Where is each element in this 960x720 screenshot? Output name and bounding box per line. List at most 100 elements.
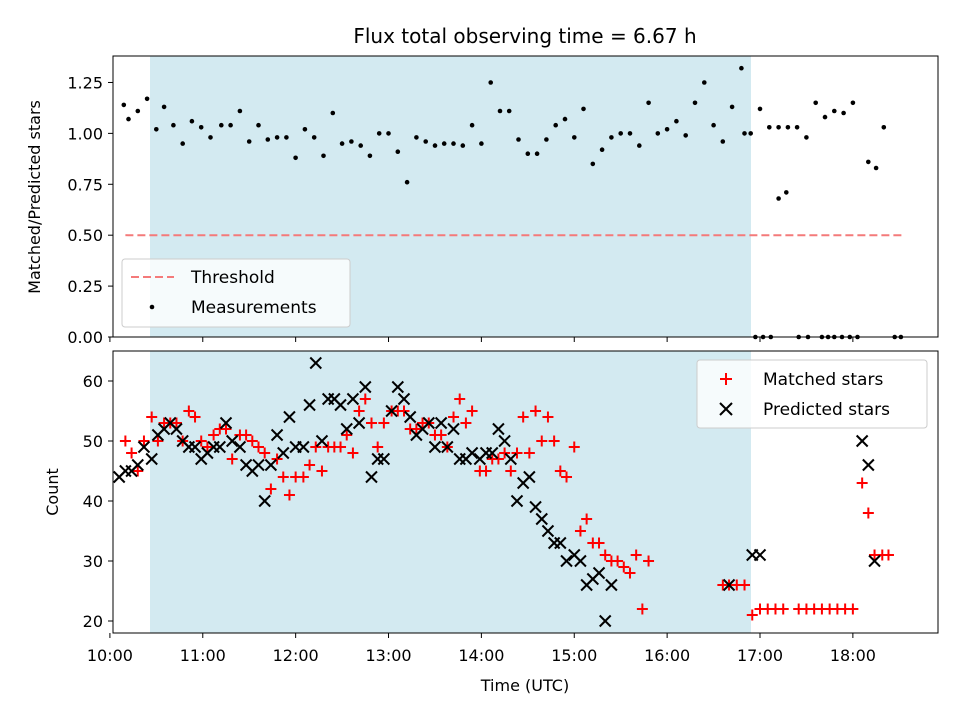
matched-point xyxy=(398,405,410,417)
predicted-point xyxy=(403,410,417,424)
measurement-point xyxy=(386,131,391,136)
legend-threshold-label: Threshold xyxy=(190,268,275,288)
measurement-point xyxy=(376,131,382,136)
measurement-point xyxy=(180,141,185,146)
measurement-point xyxy=(293,155,298,161)
matched-point xyxy=(542,411,554,423)
measurement-point xyxy=(627,131,633,136)
measurement-point xyxy=(739,65,744,71)
matched-point xyxy=(240,429,252,441)
measurement-point xyxy=(228,122,233,128)
measurement-point xyxy=(414,135,419,140)
measurement-point xyxy=(832,108,837,114)
top-panel: 0.00 0.25 0.50 0.75 1.00 1.25 Flux total obse… xyxy=(25,24,939,347)
measurement-point xyxy=(873,165,879,171)
measurement-point xyxy=(423,139,429,144)
matched-point xyxy=(220,423,232,435)
bottom-x-tick-label: 11:00 xyxy=(180,646,226,665)
bottom-x-axis-label: Time (UTC) xyxy=(480,676,569,695)
measurement-point xyxy=(784,190,789,195)
legend-matched-swatch xyxy=(720,373,732,385)
measurement-point xyxy=(720,139,726,144)
predicted-point xyxy=(145,452,158,466)
measurement-point xyxy=(358,143,364,148)
matched-point xyxy=(132,465,144,477)
predicted-point xyxy=(277,446,290,460)
predicted-point xyxy=(722,578,736,592)
measurement-point xyxy=(161,104,167,110)
measurement-point xyxy=(544,137,549,142)
matched-point xyxy=(126,447,138,459)
predicted-point xyxy=(188,440,202,454)
predicted-point xyxy=(170,422,183,436)
matched-point xyxy=(201,441,213,453)
matched-point xyxy=(310,441,322,453)
measurement-point xyxy=(599,147,605,152)
predicted-point xyxy=(560,554,573,568)
matched-point xyxy=(554,465,566,477)
bottom-y-tick-label: 50 xyxy=(83,432,103,451)
predicted-point xyxy=(492,422,505,436)
bottom-y-axis-label: Count xyxy=(43,468,62,516)
matched-point xyxy=(183,405,195,417)
matched-point xyxy=(548,435,560,447)
measurement-point xyxy=(646,100,651,106)
chart-title: Flux total observing time = 6.67 h xyxy=(353,24,696,48)
predicted-point xyxy=(334,398,347,412)
measurement-point xyxy=(590,161,596,167)
predicted-point xyxy=(303,398,316,412)
top-y-axis-label: Matched/Predicted stars xyxy=(25,100,44,294)
matched-point xyxy=(505,465,517,477)
matched-point xyxy=(353,405,365,417)
matched-point xyxy=(138,435,150,447)
top-legend-box xyxy=(121,258,351,328)
matched-point xyxy=(435,429,447,441)
matched-point xyxy=(746,609,758,621)
predicted-point xyxy=(498,434,511,448)
matched-point xyxy=(265,483,277,495)
matched-point xyxy=(536,435,548,447)
legend-predicted-label: Predicted stars xyxy=(763,400,890,420)
measurement-point xyxy=(451,141,456,146)
measurement-point xyxy=(804,135,809,140)
measurement-point xyxy=(404,179,410,185)
measurement-point xyxy=(321,153,326,159)
measurement-point xyxy=(525,151,531,156)
predicted-point xyxy=(753,548,767,562)
bottom-x-tick-label: 12:00 xyxy=(273,646,319,665)
measurement-point xyxy=(776,196,781,201)
measurement-point xyxy=(302,127,308,132)
bottom-y-tick-label: 40 xyxy=(83,492,103,511)
measurement-point xyxy=(850,100,856,106)
measurement-point xyxy=(349,139,354,144)
predicted-point xyxy=(297,440,310,454)
measurement-point xyxy=(219,122,224,128)
measurement-point xyxy=(339,141,345,146)
matched-point xyxy=(170,417,182,429)
matched-point xyxy=(574,525,586,537)
matched-point xyxy=(523,447,535,459)
measurement-point xyxy=(534,151,540,156)
predicted-point xyxy=(309,356,322,370)
matched-point xyxy=(119,435,131,447)
predicted-point xyxy=(385,404,398,418)
matched-point xyxy=(316,465,328,477)
bottom-y-tick-label: 30 xyxy=(83,552,103,571)
predicted-point xyxy=(486,446,499,460)
measurement-points xyxy=(121,65,904,340)
matched-point xyxy=(359,393,371,405)
matched-point xyxy=(372,441,384,453)
measurement-point xyxy=(154,127,159,132)
predicted-point xyxy=(315,434,329,448)
predicted-point xyxy=(352,416,366,430)
matched-point xyxy=(480,465,492,477)
matched-point xyxy=(335,441,347,453)
matched-point xyxy=(448,411,460,423)
matched-point xyxy=(618,561,630,573)
predicted-point xyxy=(264,458,278,472)
measurement-point xyxy=(767,125,772,130)
predicted-point xyxy=(862,458,875,472)
predicted-point xyxy=(270,428,284,442)
top-y-tick-label: 0.25 xyxy=(67,277,103,296)
